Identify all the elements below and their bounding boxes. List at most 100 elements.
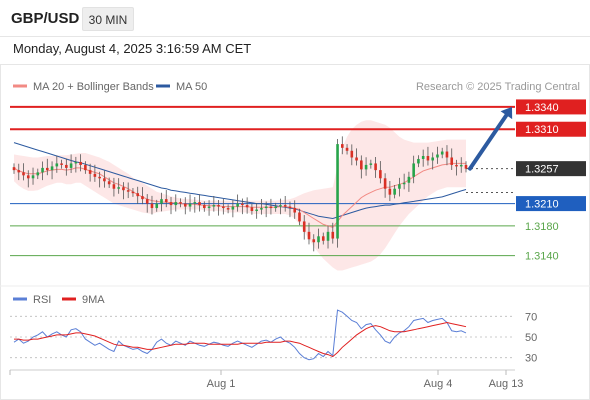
price-label: 1.3310 [525,124,559,136]
candle-body [326,231,330,241]
chart-header: GBP/USD 30 MIN [0,0,590,37]
candle-body [379,170,382,179]
rsi-legend: RSI 9MA [13,294,105,306]
candle-body [145,199,149,204]
candle-body [55,163,59,167]
candle-body [426,156,430,161]
candle-body [236,203,239,207]
candle-body [12,167,16,171]
candle-body [50,166,54,171]
candle-body [250,207,254,212]
candle-body [41,167,44,173]
candle-body [241,203,244,206]
candle-body [317,236,320,243]
candle-body [417,158,420,164]
candle-body [93,173,97,177]
price-label: 1.3180 [525,221,559,233]
candle-body [255,209,258,212]
candle-body [155,203,159,209]
candle-body [107,181,111,185]
bollinger-band-fill [14,120,466,271]
candle-body [293,208,297,213]
candle-body [340,144,344,148]
candle-body [440,151,444,155]
watermark: Research © 2025 Trading Central [416,81,580,93]
price-label: 1.3340 [525,102,559,114]
price-label-box [516,161,586,177]
rsi-tick-label: 70 [525,311,537,323]
candle-body [131,191,135,194]
forecast-arrow [468,106,513,171]
candle-body [231,206,235,210]
candle-body [436,154,439,158]
price-label: 1.3210 [525,199,559,211]
candle-body [88,170,92,174]
candle-body [69,163,73,168]
ma50-line [13,142,467,220]
candle-body [302,221,306,232]
candle-body [245,205,249,208]
candle-body [198,202,201,206]
price-label-box [516,196,586,212]
ma20-legend-label: MA 20 + Bollinger Bands [33,81,154,93]
candle-body [445,151,449,158]
rsi-ma9-line [14,321,467,358]
x-axis: Aug 1 Aug 4 Aug 13 [9,370,524,390]
candle-body [117,187,120,189]
price-labels: 1.3340 1.3310 1.3257 1.3210 1.3180 1.3140 [516,99,586,263]
price-label: 1.3257 [525,164,559,176]
candle-body [183,203,187,207]
candle-body [274,206,277,209]
candle-body [60,163,63,165]
candle-body [407,176,411,183]
candle-body [179,202,182,204]
candle-body [260,208,263,210]
candle-body [17,170,21,173]
price-levels [10,105,515,257]
candle-body [383,178,387,189]
candle-body [79,161,82,165]
rsi-panel: 70 50 30 [10,309,537,365]
rsi-legend-label: RSI [33,294,51,306]
candle-body [421,156,425,159]
candle-body [450,157,454,165]
candle-body [312,239,316,243]
rsi-line [13,309,467,361]
candle-body [459,164,463,167]
candle-body [398,184,401,189]
candle-body [122,187,125,191]
ma50-legend-label: MA 50 [176,81,207,93]
forecast-arrow-shaft [468,113,509,171]
candle-body [288,206,292,209]
candle-body [141,196,144,200]
candle-body [203,205,206,209]
candle-body [193,202,197,204]
price-label: 1.3140 [525,251,559,263]
candle-body [103,178,106,182]
candle-body [269,206,273,209]
candle-body [369,163,373,165]
candle-body [374,163,377,171]
candle-body [98,176,101,179]
candle-body [431,157,434,161]
rsi-tick-label: 30 [525,353,537,365]
candle-body [136,193,140,197]
candle-body [174,202,178,206]
candles [12,136,468,252]
candle-body [321,236,325,241]
candle-body [217,205,220,207]
ma9-legend-label: 9MA [82,294,105,306]
candle-body [74,161,78,164]
candle-body [226,208,230,210]
candle-body [388,188,392,195]
symbol-label: GBP/USD [11,10,80,27]
candle-body [164,199,168,203]
candle-body [84,164,87,171]
candle-body [307,231,311,240]
x-tick-label: Aug 13 [489,378,524,390]
main-legend: MA 20 + Bollinger Bands MA 50 [13,81,207,93]
timeframe-button[interactable]: 30 MIN [82,7,134,31]
candle-body [455,164,458,167]
rsi-tick-label: 50 [525,332,537,344]
